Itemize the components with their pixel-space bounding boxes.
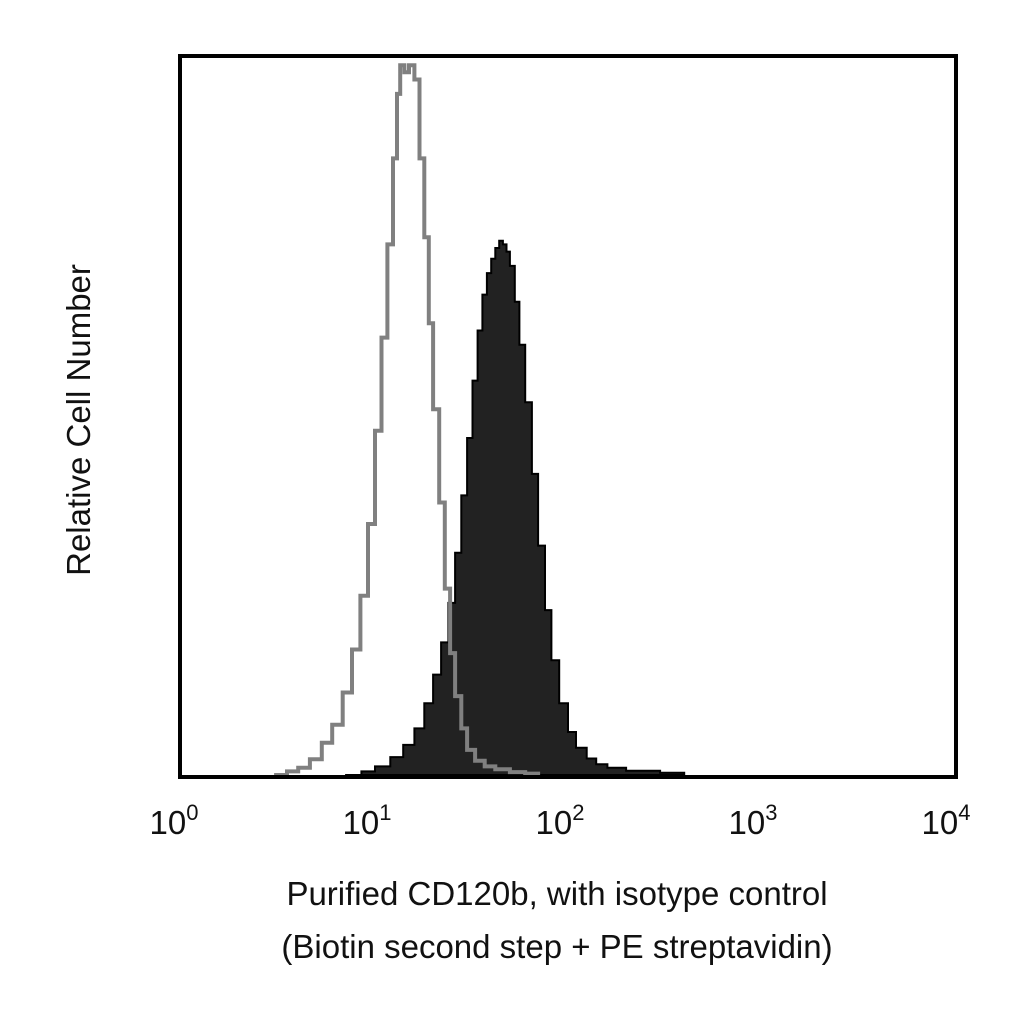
x-axis-label-line-1: Purified CD120b, with isotype control — [286, 875, 827, 912]
x-tick-label: 101 — [343, 800, 392, 841]
x-tick-exponent: 0 — [186, 800, 198, 825]
x-tick-base: 10 — [729, 804, 766, 841]
x-tick-exponent: 2 — [572, 800, 584, 825]
x-tick-label: 103 — [729, 800, 778, 841]
x-tick-base: 10 — [922, 804, 959, 841]
x-tick-label: 104 — [922, 800, 971, 841]
x-tick-label: 102 — [536, 800, 585, 841]
series-layer — [274, 63, 686, 777]
x-axis-label-line-2: (Biotin second step + PE streptavidin) — [281, 928, 832, 965]
x-tick-base: 10 — [343, 804, 380, 841]
x-tick-labels: 100 101 102 103 104 — [150, 800, 971, 841]
x-tick-label: 100 — [150, 800, 199, 841]
x-tick-exponent: 3 — [765, 800, 777, 825]
y-axis-label: Relative Cell Number — [60, 264, 97, 576]
x-tick-exponent: 4 — [958, 800, 970, 825]
x-tick-base: 10 — [536, 804, 573, 841]
x-tick-exponent: 1 — [379, 800, 391, 825]
x-tick-base: 10 — [150, 804, 187, 841]
plot-frame — [178, 54, 958, 779]
series-isotype-control — [274, 63, 541, 777]
series-purified-cd120b — [345, 239, 686, 776]
